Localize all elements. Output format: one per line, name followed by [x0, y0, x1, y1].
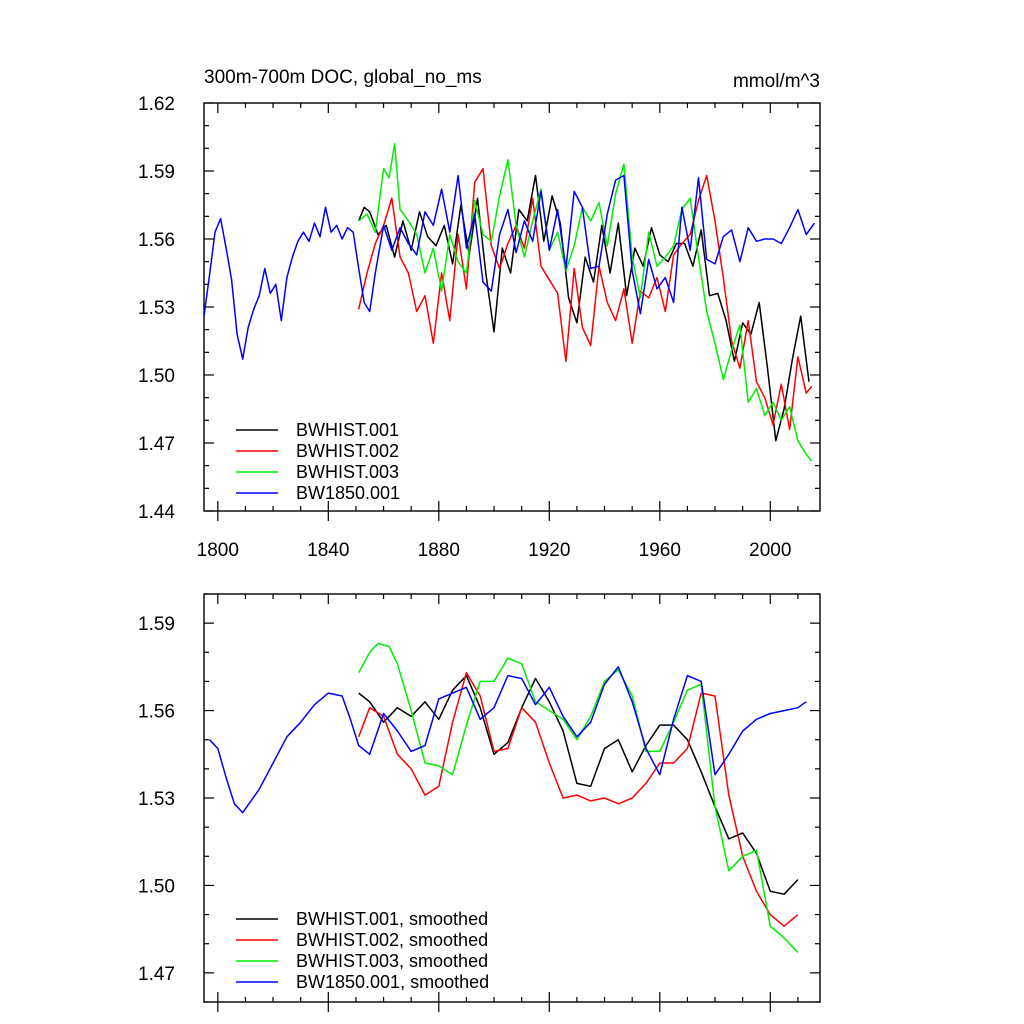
x-tick-label: 1840 — [307, 540, 349, 561]
y-tick-label: 1.47 — [138, 964, 175, 985]
y-tick-label: 1.53 — [138, 298, 175, 319]
y-tick-label: 1.53 — [138, 789, 175, 810]
legend-label: BWHIST.003 — [296, 462, 399, 482]
legend-label: BWHIST.003, smoothed — [296, 951, 488, 971]
legend-label: BW1850.001 — [296, 483, 400, 503]
x-tick-label: 1960 — [639, 540, 681, 561]
y-tick-label: 1.50 — [138, 366, 175, 387]
chart-title: 300m-700m DOC, global_no_ms — [204, 67, 482, 88]
series-line-bwhist-001 — [358, 174, 810, 442]
top-panel: 1800 1840 1880 1920 1960 2000 1.44 1.47 1.50 1.53… — [138, 94, 821, 561]
y-tick-label: 1.50 — [138, 876, 175, 897]
series-line-bwhist-001 — [358, 674, 799, 895]
y-tick-label: 1.56 — [138, 702, 175, 723]
y-tick-label: 1.56 — [138, 230, 175, 251]
series-line-bwhist-002 — [357, 167, 813, 431]
x-tick-label: 2000 — [749, 540, 791, 561]
legend-label: BW1850.001, smoothed — [296, 972, 489, 992]
series-line-bw1850-001 — [203, 174, 816, 360]
series-line-bw1850-001 — [208, 666, 807, 814]
legend-label: BWHIST.002, smoothed — [296, 930, 488, 950]
units-label: mmol/m^3 — [733, 71, 820, 92]
x-tick-label: 1920 — [528, 540, 570, 561]
y-tick-label: 1.59 — [138, 614, 175, 635]
x-tick-label: 1800 — [197, 540, 239, 561]
legend-label: BWHIST.001 — [296, 420, 399, 440]
series-line-bwhist-002 — [357, 671, 799, 927]
x-tick-label: 1880 — [418, 540, 460, 561]
y-tick-label: 1.62 — [138, 94, 175, 115]
y-tick-label: 1.44 — [138, 502, 175, 523]
legend-label: BWHIST.002 — [296, 441, 399, 461]
series-line-bwhist-003 — [358, 642, 799, 954]
y-tick-label: 1.47 — [138, 434, 175, 455]
y-tick-label: 1.59 — [138, 162, 175, 183]
bottom-panel: 1.47 1.50 1.53 1.56 1.59 BWHIST.001, smoothed… — [138, 593, 821, 1012]
legend-label: BWHIST.001, smoothed — [296, 909, 488, 929]
